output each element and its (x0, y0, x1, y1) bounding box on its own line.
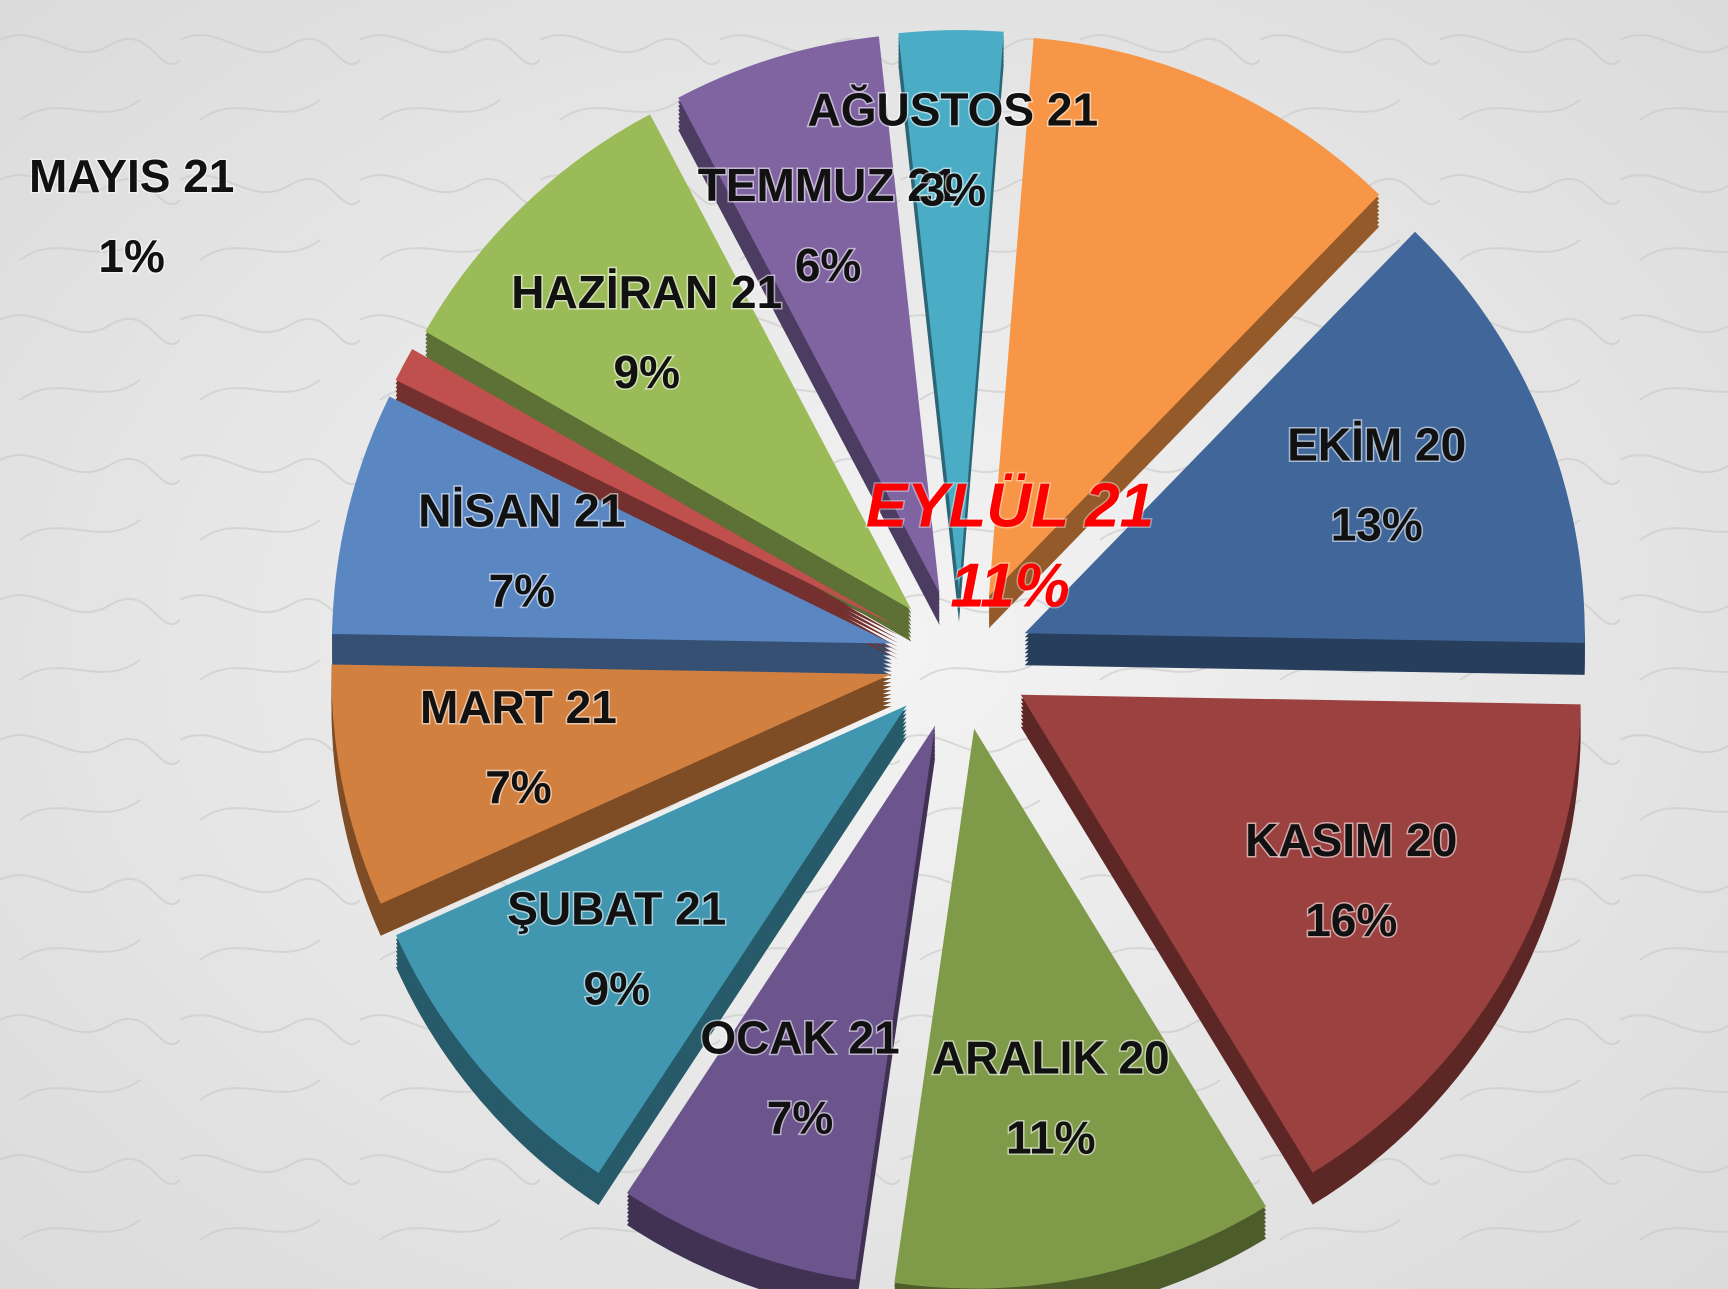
slice-label: ŞUBAT 21 (507, 882, 726, 934)
slice-value-label: 3% (920, 163, 986, 215)
slice-value-label: 7% (485, 761, 551, 813)
slice-value-label: 16% (1305, 894, 1397, 946)
slice (395, 348, 899, 628)
slice-label: NİSAN 21 (418, 484, 625, 536)
slice-value-label: 11% (950, 551, 1070, 620)
slice-label: TEMMUZ 21 (698, 159, 959, 211)
slice (988, 38, 1380, 597)
slice (331, 664, 892, 904)
slice-label: KASIM 20 (1245, 814, 1457, 866)
slice-label: MAYIS 21 (29, 150, 234, 202)
slice-value-label: 9% (584, 962, 650, 1014)
slice (898, 30, 1004, 591)
slice-label: HAZİRAN 21 (511, 266, 782, 318)
slice-value-label: 7% (767, 1092, 833, 1144)
slice-value-label: 1% (98, 230, 164, 282)
slice (1020, 694, 1581, 1173)
slice (627, 725, 936, 1280)
slice (395, 705, 907, 1173)
slice-value-label: 7% (489, 564, 555, 616)
slice-label: OCAK 21 (700, 1012, 899, 1064)
slice-label: EYLÜL 21 (866, 471, 1154, 540)
slice-label: ARALIK 20 (932, 1032, 1170, 1084)
slice (678, 36, 940, 594)
slice-value-label: 9% (614, 346, 680, 398)
slice (1024, 231, 1585, 643)
slice-value-label: 6% (795, 239, 861, 291)
slice (894, 728, 1266, 1289)
slice-label: AĞUSTOS 21 (807, 83, 1098, 135)
slice-value-label: 11% (1006, 1112, 1096, 1164)
slice (425, 114, 912, 610)
slice (332, 396, 892, 644)
slice-value-label: 13% (1331, 498, 1423, 550)
slice-label: EKİM 20 (1287, 418, 1466, 470)
slice-label: MART 21 (420, 681, 617, 733)
